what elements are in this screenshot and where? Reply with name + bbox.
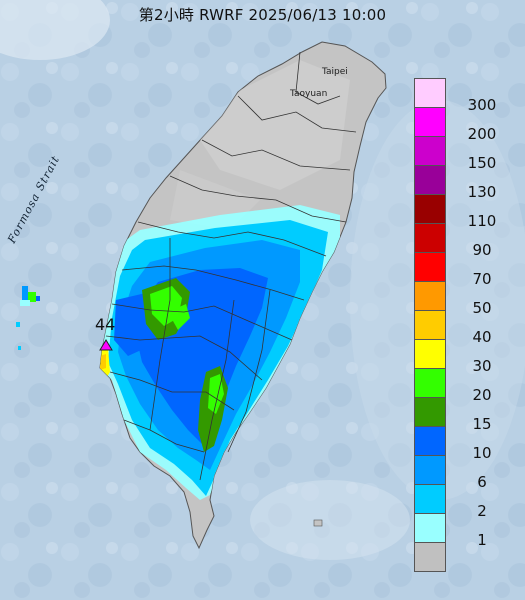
rain-area-40mm-coast — [100, 354, 106, 370]
max-rainfall-marker: 44 — [95, 315, 115, 351]
cloud-band-northwest — [0, 0, 110, 60]
rainfall-overlay — [100, 205, 340, 500]
legend-label-300: 300 — [467, 96, 497, 114]
legend-label-20: 20 — [472, 386, 492, 404]
cloud-band-southeast — [250, 480, 410, 560]
legend-swatch-none — [414, 542, 446, 572]
legend-label-6: 6 — [477, 473, 487, 491]
legend-swatch-110 — [414, 194, 446, 224]
label-taoyuan: Taoyuan — [289, 89, 327, 99]
legend-label-110: 110 — [467, 212, 497, 230]
legend-swatch-2 — [414, 484, 446, 514]
rain-area-20mm-central — [168, 304, 190, 330]
legend-swatch-70 — [414, 252, 446, 282]
legend-swatch-300 — [414, 78, 446, 108]
legend-label-30: 30 — [472, 357, 492, 375]
map-title: 第2小時 RWRF 2025/06/13 10:00 — [138, 6, 387, 24]
green-island — [313, 519, 323, 527]
legend-label-1: 1 — [477, 531, 487, 549]
legend-swatch-150 — [414, 136, 446, 166]
legend-swatch-1 — [414, 513, 446, 543]
legend-label-40: 40 — [472, 328, 492, 346]
legend-swatch-15 — [414, 397, 446, 427]
legend-label-10: 10 — [472, 444, 492, 462]
legend-label-2: 2 — [477, 502, 487, 520]
legend-swatch-6 — [414, 455, 446, 485]
legend-swatch-10 — [414, 426, 446, 456]
max-rainfall-value: 44 — [95, 315, 115, 334]
legend-label-90: 90 — [472, 241, 492, 259]
legend-label-200: 200 — [467, 125, 497, 143]
legend-label-70: 70 — [472, 270, 492, 288]
legend-label-15: 15 — [472, 415, 492, 433]
legend-label-150: 150 — [467, 154, 497, 172]
legend-label-50: 50 — [472, 299, 492, 317]
label-taipei: Taipei — [321, 67, 348, 77]
county-boundaries — [105, 51, 357, 481]
legend-swatch-50 — [414, 281, 446, 311]
legend-swatch-200 — [414, 107, 446, 137]
legend-swatch-130 — [414, 165, 446, 195]
legend-label-130: 130 — [467, 183, 497, 201]
legend-swatch-20 — [414, 368, 446, 398]
legend-swatch-30 — [414, 339, 446, 369]
legend-swatch-90 — [414, 223, 446, 253]
legend-swatch-40 — [414, 310, 446, 340]
penghu-islands — [16, 286, 40, 350]
